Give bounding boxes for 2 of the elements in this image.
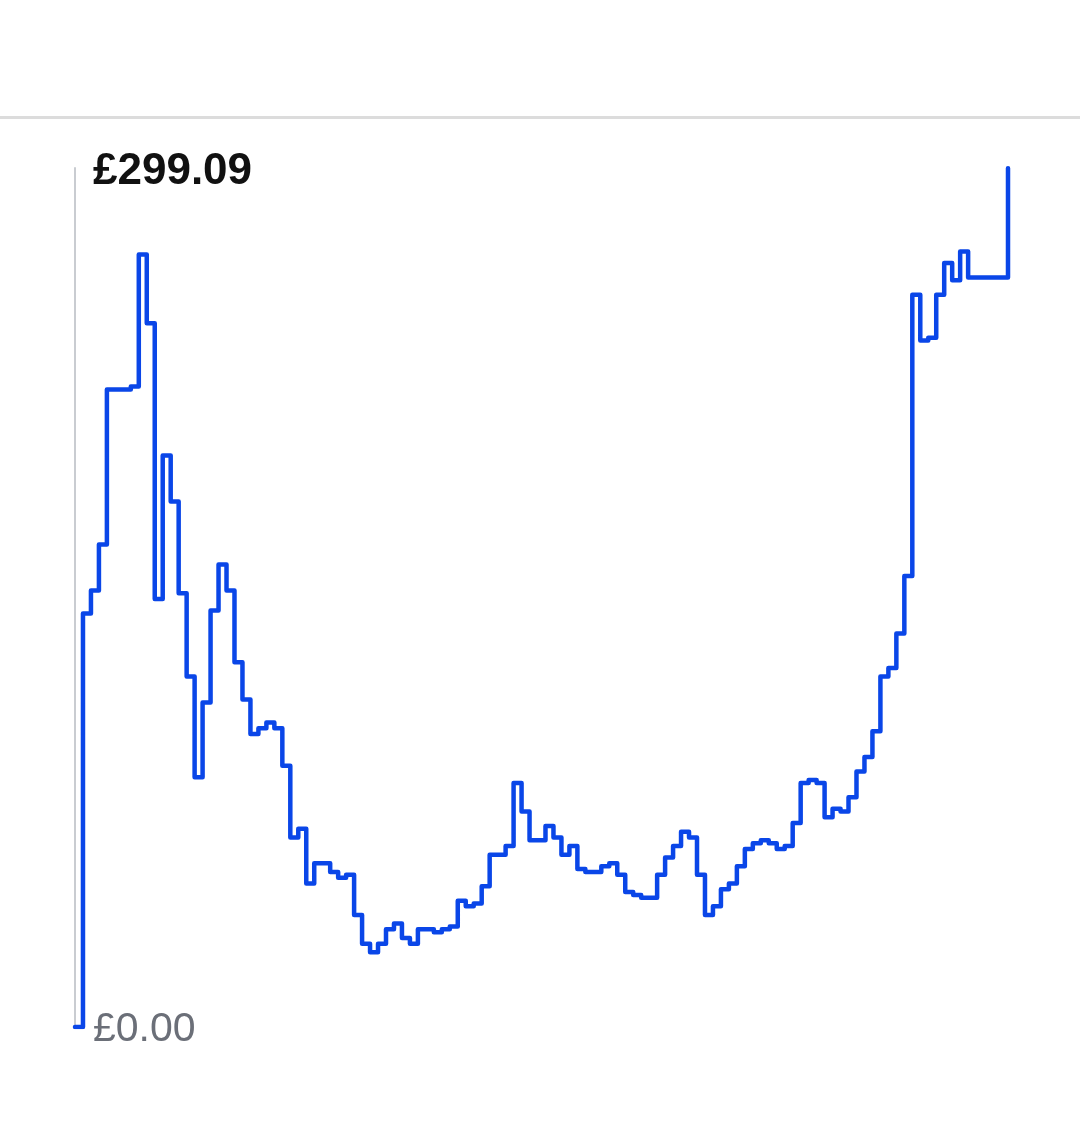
y-tick-label: £0.00 — [93, 1004, 196, 1050]
y-tick-label: £299.09 — [93, 143, 253, 193]
